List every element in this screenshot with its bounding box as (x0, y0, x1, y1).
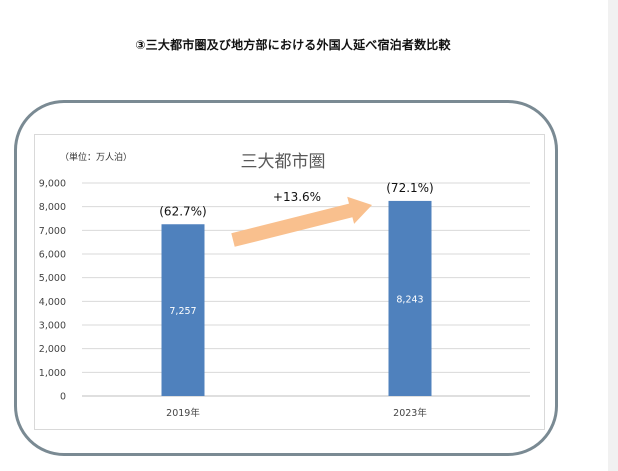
share-label: (72.1%) (386, 181, 433, 195)
y-tick-label: 2,000 (39, 344, 66, 355)
bars: 7,257 (62.7%) 8,243 (72.1%) (159, 181, 434, 396)
page-title: ③三大都市圏及び地方部における外国人延べ宿泊者数比較 (135, 38, 451, 52)
y-tick-label: 5,000 (39, 273, 66, 284)
y-tick-label: 4,000 (39, 297, 66, 308)
y-tick-label: 0 (60, 392, 66, 403)
bar-data-label: 7,257 (169, 306, 196, 317)
gridlines (82, 182, 530, 397)
growth-label: +13.6% (273, 190, 321, 204)
y-axis-tick-labels: 0 1,000 2,000 3,000 4,000 5,000 6,000 7,000 8,00… (39, 179, 66, 403)
bar-data-label: 8,243 (396, 294, 423, 305)
bar (388, 200, 432, 396)
y-tick-label: 6,000 (39, 250, 66, 261)
x-tick-label: 2019年 (166, 407, 200, 419)
growth-arrow (231, 196, 372, 247)
x-axis-tick-labels: 2019年 2023年 (166, 407, 427, 419)
y-tick-label: 3,000 (39, 321, 66, 332)
bar (161, 224, 205, 396)
y-tick-label: 7,000 (39, 226, 66, 237)
y-tick-label: 9,000 (39, 179, 66, 190)
y-tick-label: 8,000 (39, 202, 66, 213)
right-edge-strip (608, 0, 618, 471)
x-tick-label: 2023年 (393, 407, 427, 419)
y-tick-label: 1,000 (39, 368, 66, 379)
share-label: (62.7%) (159, 204, 206, 218)
chart-title: 三大都市圏 (241, 152, 326, 172)
unit-label: （単位：万人泊） (60, 151, 132, 163)
